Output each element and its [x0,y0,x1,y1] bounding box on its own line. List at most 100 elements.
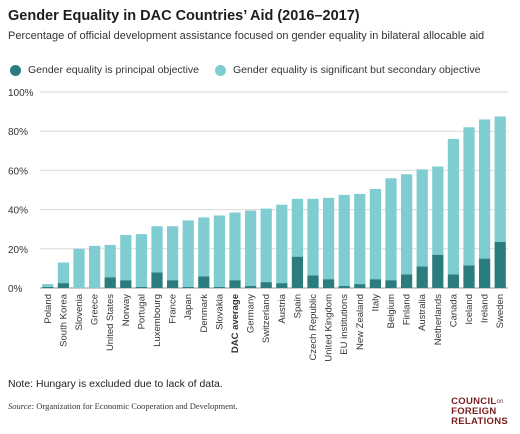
bar-principal [244,286,257,288]
x-tick-label: Canada [448,293,459,327]
bar-principal [400,274,413,288]
y-tick-label: 40% [8,206,28,217]
x-tick-label: Japan [183,294,194,320]
legend-item-significant: Gender equality is significant but secon… [215,64,481,76]
bar-significant [463,127,475,266]
bar-principal [338,286,350,288]
cfr-logo: COUNCILon FOREIGN RELATIONS [451,397,508,427]
bar-principal [120,280,132,288]
y-tick-label: 60% [8,166,28,177]
bar-significant [432,166,444,255]
x-tick-label: Italy [370,294,381,312]
y-tick-label: 100% [8,88,34,99]
x-tick-label: Belgium [386,294,397,328]
bar-principal [213,287,226,288]
footnote: Note: Hungary is excluded due to lack of… [8,378,223,390]
bar-significant [291,198,304,257]
bar-significant [416,169,428,267]
x-tick-label: Switzerland [261,294,272,343]
y-tick-label: 80% [8,127,28,138]
bar-principal [229,280,241,288]
bar-significant [260,208,272,283]
bar-principal [322,279,335,288]
bar-significant [104,244,116,278]
bar-significant [385,178,397,281]
bar-principal [151,272,163,288]
bar-principal [198,276,210,288]
bar-significant [57,262,70,284]
bar-significant [42,284,54,288]
bar-significant [338,194,350,287]
x-tick-label: South Korea [58,293,69,347]
legend-swatch-significant [215,64,227,76]
bar-significant [151,226,163,273]
legend-label-significant: Gender equality is significant but secon… [233,64,481,76]
legend: Gender equality is principal objective G… [10,64,497,76]
bar-significant [369,189,382,280]
bar-significant [478,119,491,259]
bar-principal [369,279,382,288]
x-tick-label: Netherlands [433,294,444,345]
bar-significant [120,235,132,281]
x-tick-label: Spain [292,294,303,318]
bar-significant [322,197,335,280]
x-tick-label: Sweden [495,294,506,328]
bar-significant [400,174,413,275]
bar-significant [244,210,257,287]
bar-principal [478,258,491,288]
bar-significant [229,212,241,281]
x-tick-label: Iceland [464,294,475,325]
bar-principal [432,254,444,288]
x-tick-label: Slovakia [214,293,225,330]
bar-significant [198,217,210,277]
x-tick-label: Australia [417,293,428,331]
bar-significant [73,248,85,288]
x-tick-label: Norway [121,294,132,326]
bar-principal [447,274,460,288]
source-label: Source: [8,401,35,411]
x-tick-label: Portugal [136,294,147,329]
chart-title: Gender Equality in DAC Countries’ Aid (2… [8,8,360,24]
x-tick-label: Czech Republic [308,294,319,361]
x-tick-label: Luxembourg [152,294,163,347]
x-tick-label: New Zealand [355,294,366,350]
bar-principal [135,287,148,288]
x-tick-label: United Kingdom [324,294,335,362]
logo-word-on: on [496,399,504,405]
legend-label-principal: Gender equality is principal objective [28,64,200,76]
x-tick-label: Austria [277,293,288,323]
bar-significant [166,226,179,281]
y-tick-label: 0% [8,284,23,295]
bar-significant [354,193,366,285]
source-text: Organization for Economic Cooperation an… [36,401,238,411]
x-tick-label: France [168,294,179,324]
chart-subtitle: Percentage of official development assis… [8,30,485,42]
logo-word-council: COUNCIL [451,396,497,407]
bar-principal [354,284,366,288]
bar-principal [385,280,397,288]
legend-item-principal: Gender equality is principal objective [10,64,199,76]
bar-principal [166,280,179,288]
x-tick-label: Greece [90,294,101,325]
source-line: Source: Organization for Economic Cooper… [8,401,238,411]
bar-principal [463,265,475,288]
bar-principal [307,275,319,288]
bar-principal [494,241,506,288]
bar-significant [276,204,288,284]
x-tick-label: Germany [246,294,257,333]
logo-word-relations: RELATIONS [451,416,508,427]
bar-principal [104,277,116,288]
bar-principal [260,282,272,288]
x-tick-label: DAC average [230,294,241,353]
bar-principal [416,266,428,288]
x-tick-label: EU institutions [339,294,350,355]
x-tick-label: United States [105,294,116,351]
x-tick-label: Finland [402,294,413,325]
bar-significant [494,116,506,242]
bar-principal [291,256,304,288]
bar-principal [276,283,288,288]
logo-word-foreign: FOREIGN [451,406,497,417]
x-tick-label: Poland [43,294,54,324]
bar-significant [88,245,101,288]
